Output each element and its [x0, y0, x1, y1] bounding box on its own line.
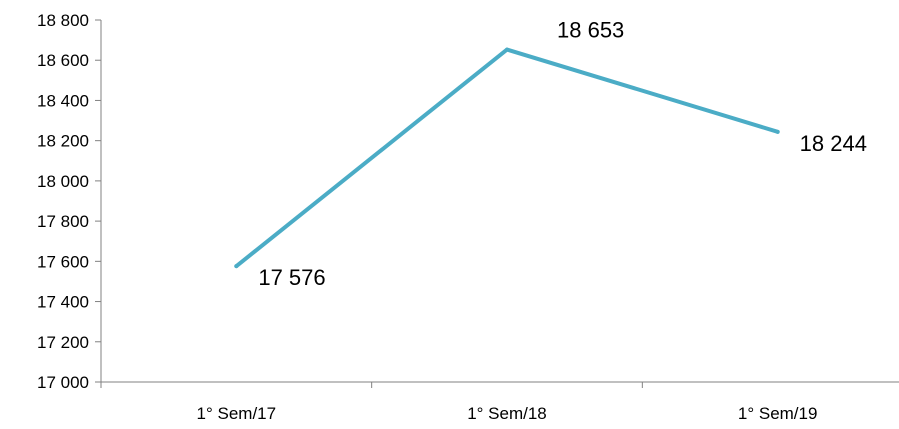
data-label: 18 653	[557, 18, 624, 43]
data-label: 18 244	[800, 131, 867, 156]
data-point	[234, 264, 239, 269]
y-tick-label: 17 600	[37, 252, 89, 271]
data-point	[505, 47, 509, 52]
y-tick-label: 18 400	[37, 91, 89, 110]
y-tick-label: 18 600	[37, 51, 89, 70]
series-line	[234, 47, 780, 269]
x-axis: 1° Sem/17 1° Sem/18 1° Sem/19	[100, 381, 899, 423]
y-tick-label: 18 200	[37, 132, 89, 151]
y-tick-label: 18 000	[37, 172, 89, 191]
data-labels: 17 576 18 653 18 244	[258, 18, 867, 291]
y-axis: 17 000 17 200 17 400 17 600 17 800 18 000 18 2…	[37, 11, 102, 392]
y-tick-label: 17 200	[37, 333, 89, 352]
x-tick-label: 1° Sem/18	[467, 404, 547, 423]
series-group	[234, 47, 780, 269]
x-tick-label: 1° Sem/19	[738, 404, 818, 423]
data-label: 17 576	[258, 265, 325, 290]
y-tick-label: 17 400	[37, 293, 89, 312]
x-tick-label: 1° Sem/17	[197, 404, 277, 423]
y-tick-label: 17 800	[37, 212, 89, 231]
y-tick-label: 18 800	[37, 11, 89, 30]
y-tick-label: 17 000	[37, 373, 89, 392]
data-point	[775, 129, 780, 134]
